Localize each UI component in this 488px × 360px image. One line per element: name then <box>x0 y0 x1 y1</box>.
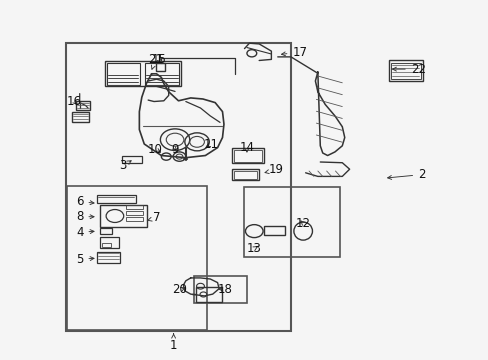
Bar <box>100 237 119 248</box>
Bar <box>232 148 264 163</box>
Bar <box>126 205 143 209</box>
Bar <box>100 205 146 227</box>
Bar <box>264 226 284 235</box>
Text: 14: 14 <box>239 141 254 154</box>
Bar <box>97 195 136 203</box>
Bar <box>105 61 181 86</box>
Bar <box>195 287 222 302</box>
Bar <box>232 169 259 180</box>
Bar <box>144 63 179 85</box>
Text: 4: 4 <box>76 226 94 239</box>
Bar <box>72 112 89 122</box>
Text: 5: 5 <box>76 253 94 266</box>
Bar <box>66 43 290 331</box>
Bar <box>102 243 111 247</box>
Text: 10: 10 <box>148 143 163 156</box>
Text: 7: 7 <box>147 211 160 224</box>
Bar <box>106 63 140 85</box>
Bar <box>156 63 165 71</box>
Text: 17: 17 <box>281 46 307 59</box>
Text: 18: 18 <box>217 283 232 296</box>
Bar <box>126 217 143 221</box>
Bar <box>122 156 142 163</box>
Bar <box>76 101 90 110</box>
Text: 3: 3 <box>119 159 131 172</box>
Text: 21: 21 <box>148 53 163 69</box>
Bar <box>388 60 422 81</box>
Bar <box>194 276 246 303</box>
Text: 8: 8 <box>76 210 94 223</box>
Text: 13: 13 <box>246 242 261 255</box>
Bar <box>100 228 112 234</box>
Text: 6: 6 <box>76 195 94 208</box>
Text: 16: 16 <box>67 95 81 108</box>
Text: 19: 19 <box>264 163 283 176</box>
Text: 9: 9 <box>171 143 179 156</box>
Text: 1: 1 <box>169 333 177 352</box>
Text: 11: 11 <box>203 138 218 150</box>
Bar <box>126 211 143 215</box>
Text: 12: 12 <box>295 217 310 230</box>
Bar <box>97 252 120 263</box>
Text: 22: 22 <box>392 63 425 76</box>
Text: 15: 15 <box>151 53 166 66</box>
Bar <box>243 187 340 257</box>
Bar <box>67 186 206 330</box>
Text: 2: 2 <box>387 168 425 181</box>
Text: 20: 20 <box>172 283 187 296</box>
Bar <box>233 171 257 179</box>
Bar <box>390 63 420 79</box>
Bar <box>233 150 262 162</box>
